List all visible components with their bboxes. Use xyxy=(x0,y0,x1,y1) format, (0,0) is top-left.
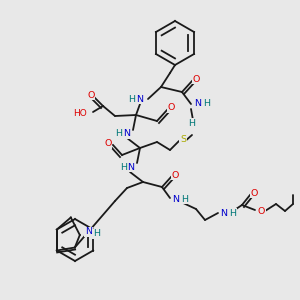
Text: N: N xyxy=(85,227,92,236)
Text: O: O xyxy=(250,188,258,197)
Text: O: O xyxy=(167,103,175,112)
Text: H: H xyxy=(181,194,188,203)
Text: O: O xyxy=(192,74,200,83)
Text: O: O xyxy=(87,91,95,100)
Text: O: O xyxy=(258,206,266,215)
Text: N: N xyxy=(220,208,227,217)
Text: H: H xyxy=(128,94,135,103)
Text: N: N xyxy=(123,130,130,139)
Text: O: O xyxy=(104,140,112,148)
Text: H: H xyxy=(120,163,127,172)
Text: H: H xyxy=(115,130,122,139)
Text: S: S xyxy=(180,134,186,143)
Text: N: N xyxy=(136,94,143,103)
Text: HO: HO xyxy=(73,109,87,118)
Text: H: H xyxy=(188,118,196,127)
Text: N: N xyxy=(127,163,134,172)
Text: H: H xyxy=(203,100,210,109)
Text: O: O xyxy=(171,170,179,179)
Text: N: N xyxy=(194,100,201,109)
Text: H: H xyxy=(229,208,236,217)
Text: H: H xyxy=(93,230,100,238)
Text: N: N xyxy=(172,194,179,203)
